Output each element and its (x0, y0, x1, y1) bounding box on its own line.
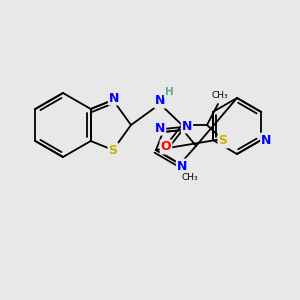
Text: N: N (182, 119, 192, 133)
Text: N: N (155, 94, 165, 107)
Text: S: S (109, 143, 118, 157)
Text: O: O (161, 140, 171, 154)
Text: N: N (261, 134, 272, 146)
Text: CH₃: CH₃ (212, 92, 228, 100)
Text: CH₃: CH₃ (182, 172, 198, 182)
Text: H: H (165, 87, 173, 97)
Text: N: N (109, 92, 119, 104)
Text: S: S (218, 134, 227, 148)
Text: N: N (155, 122, 165, 134)
Text: N: N (177, 160, 187, 172)
